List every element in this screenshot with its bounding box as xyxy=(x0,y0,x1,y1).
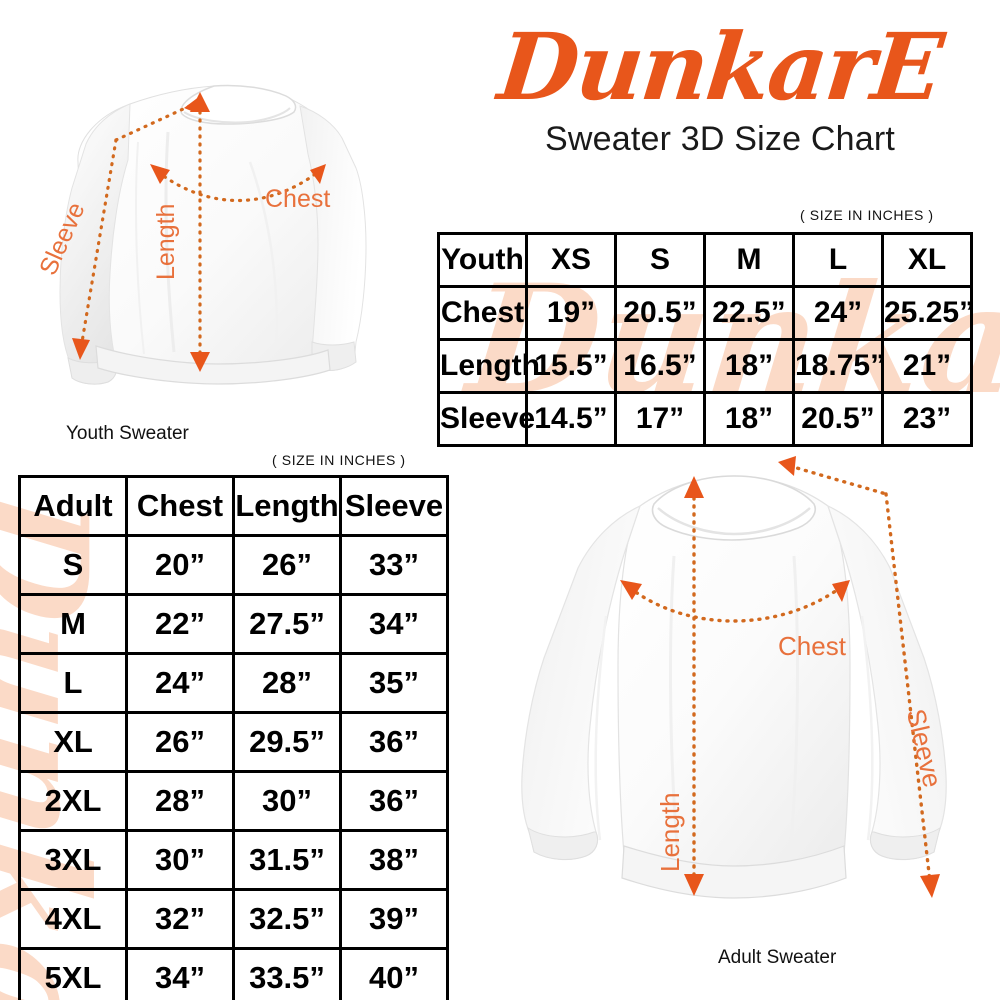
adult-row: 4XL 32” 32.5” 39” xyxy=(18,888,449,950)
adult-row: S 20” 26” 33” xyxy=(18,534,449,596)
adult-length-label: Length xyxy=(655,792,685,872)
youth-cell: 18.75” xyxy=(792,338,885,394)
youth-sweater-caption: Youth Sweater xyxy=(66,423,189,444)
youth-header-cell: M xyxy=(703,232,795,288)
youth-cell: 21” xyxy=(881,338,973,394)
adult-cell: 35” xyxy=(339,652,449,714)
youth-cell: 17” xyxy=(614,391,706,447)
brand-logo: DunkarE xyxy=(493,13,947,121)
youth-cell: 20.5” xyxy=(614,285,706,341)
adult-row-label: 3XL xyxy=(18,829,128,891)
adult-row-label: 5XL xyxy=(18,947,128,1000)
adult-sweater-illustration xyxy=(521,456,947,899)
adult-cell: 32.5” xyxy=(232,888,342,950)
page-title: Sweater 3D Size Chart xyxy=(544,120,895,159)
adult-row: L 24” 28” 35” xyxy=(18,652,449,714)
adult-row-label: L xyxy=(18,652,128,714)
youth-cell: 16.5” xyxy=(614,338,706,394)
adult-cell: 34” xyxy=(339,593,449,655)
adult-header-row: Adult Chest Length Sleeve xyxy=(18,475,449,537)
youth-header-cell: Youth xyxy=(437,232,528,288)
youth-header-cell: L xyxy=(792,232,884,288)
youth-row-label: Length xyxy=(437,338,540,394)
adult-cell: 24” xyxy=(125,652,235,714)
adult-cell: 22” xyxy=(125,593,235,655)
adult-cell: 38” xyxy=(339,829,449,891)
adult-cell: 28” xyxy=(125,770,235,832)
youth-cell: 24” xyxy=(792,285,884,341)
adult-cell: 32” xyxy=(125,888,235,950)
youth-cell: 22.5” xyxy=(703,285,795,341)
adult-cell: 20” xyxy=(125,534,235,596)
adult-row-label: S xyxy=(18,534,128,596)
adult-header-cell: Chest xyxy=(125,475,235,537)
adult-cell: 40” xyxy=(339,947,449,1000)
youth-row-label: Sleeve xyxy=(437,391,535,447)
adult-cell: 29.5” xyxy=(232,711,342,773)
youth-cell: 18” xyxy=(703,391,795,447)
youth-cell: 14.5” xyxy=(525,391,617,447)
adult-cell: 33.5” xyxy=(232,947,342,1000)
adult-row-label: 4XL xyxy=(18,888,128,950)
adult-cell: 27.5” xyxy=(232,593,342,655)
adult-size-in-inches-note: ( SIZE IN INCHES ) xyxy=(272,452,406,468)
adult-cell: 36” xyxy=(339,770,449,832)
youth-cell: 15.5” xyxy=(525,338,617,394)
adult-cell: 33” xyxy=(339,534,449,596)
adult-cell: 26” xyxy=(232,534,342,596)
youth-cell: 25.25” xyxy=(881,285,974,341)
youth-cell: 19” xyxy=(525,285,617,341)
adult-row: 3XL 30” 31.5” 38” xyxy=(18,829,449,891)
adult-cell: 30” xyxy=(232,770,342,832)
youth-size-in-inches-note: ( SIZE IN INCHES ) xyxy=(800,207,934,223)
adult-cell: 26” xyxy=(125,711,235,773)
youth-cell: 18” xyxy=(703,338,795,394)
adult-cell: 30” xyxy=(125,829,235,891)
youth-header-cell: XS xyxy=(525,232,617,288)
adult-row: 2XL 28” 30” 36” xyxy=(18,770,449,832)
adult-header-cell: Sleeve xyxy=(339,475,449,537)
adult-cell: 36” xyxy=(339,711,449,773)
youth-row-label: Chest xyxy=(437,285,528,341)
adult-cell: 31.5” xyxy=(232,829,342,891)
youth-chest-label: Chest xyxy=(265,185,331,213)
youth-sweater-illustration xyxy=(59,84,367,385)
youth-header-cell: XL xyxy=(881,232,973,288)
youth-cell: 20.5” xyxy=(792,391,884,447)
youth-header-row: Youth XS S M L XL xyxy=(437,232,973,288)
adult-row: XL 26” 29.5” 36” xyxy=(18,711,449,773)
adult-row: 5XL 34” 33.5” 40” xyxy=(18,947,449,1000)
adult-size-table: Adult Chest Length Sleeve S 20” 26” 33” M 22” 27.5… xyxy=(18,475,449,1000)
adult-cell: 28” xyxy=(232,652,342,714)
youth-row: Chest 19” 20.5” 22.5” 24” 25.25” xyxy=(437,285,974,341)
brand-header: DunkarE Sweater 3D Size Chart xyxy=(452,13,988,159)
adult-cell: 39” xyxy=(339,888,449,950)
adult-header-cell: Adult xyxy=(18,475,128,537)
youth-row: Length 15.5” 16.5” 18” 18.75” 21” xyxy=(437,338,973,394)
adult-chest-label: Chest xyxy=(778,631,846,661)
adult-sweater-caption: Adult Sweater xyxy=(718,947,837,968)
adult-row-label: M xyxy=(18,593,128,655)
youth-size-table: Youth XS S M L XL Chest 19” 20.5” 22.5” 24” 25.25” L… xyxy=(437,232,974,447)
youth-row: Sleeve 14.5” 17” 18” 20.5” 23” xyxy=(437,391,973,447)
adult-cell: 34” xyxy=(125,947,235,1000)
youth-cell: 23” xyxy=(881,391,973,447)
adult-header-cell: Length xyxy=(232,475,342,537)
youth-length-label: Length xyxy=(152,203,180,280)
adult-row-label: 2XL xyxy=(18,770,128,832)
adult-row: M 22” 27.5” 34” xyxy=(18,593,449,655)
youth-header-cell: S xyxy=(614,232,706,288)
adult-row-label: XL xyxy=(18,711,128,773)
